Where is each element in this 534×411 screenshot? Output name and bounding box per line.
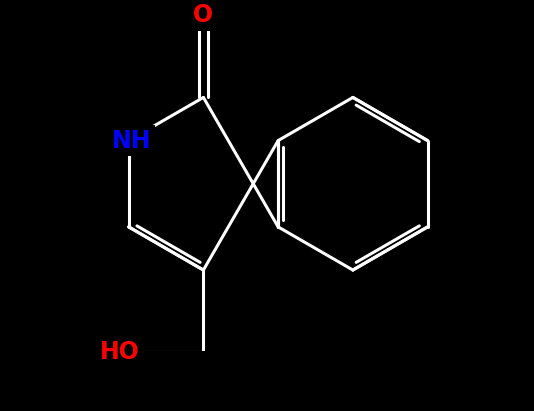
Text: O: O: [193, 3, 214, 28]
Text: HO: HO: [100, 340, 140, 364]
Text: NH: NH: [112, 129, 151, 152]
